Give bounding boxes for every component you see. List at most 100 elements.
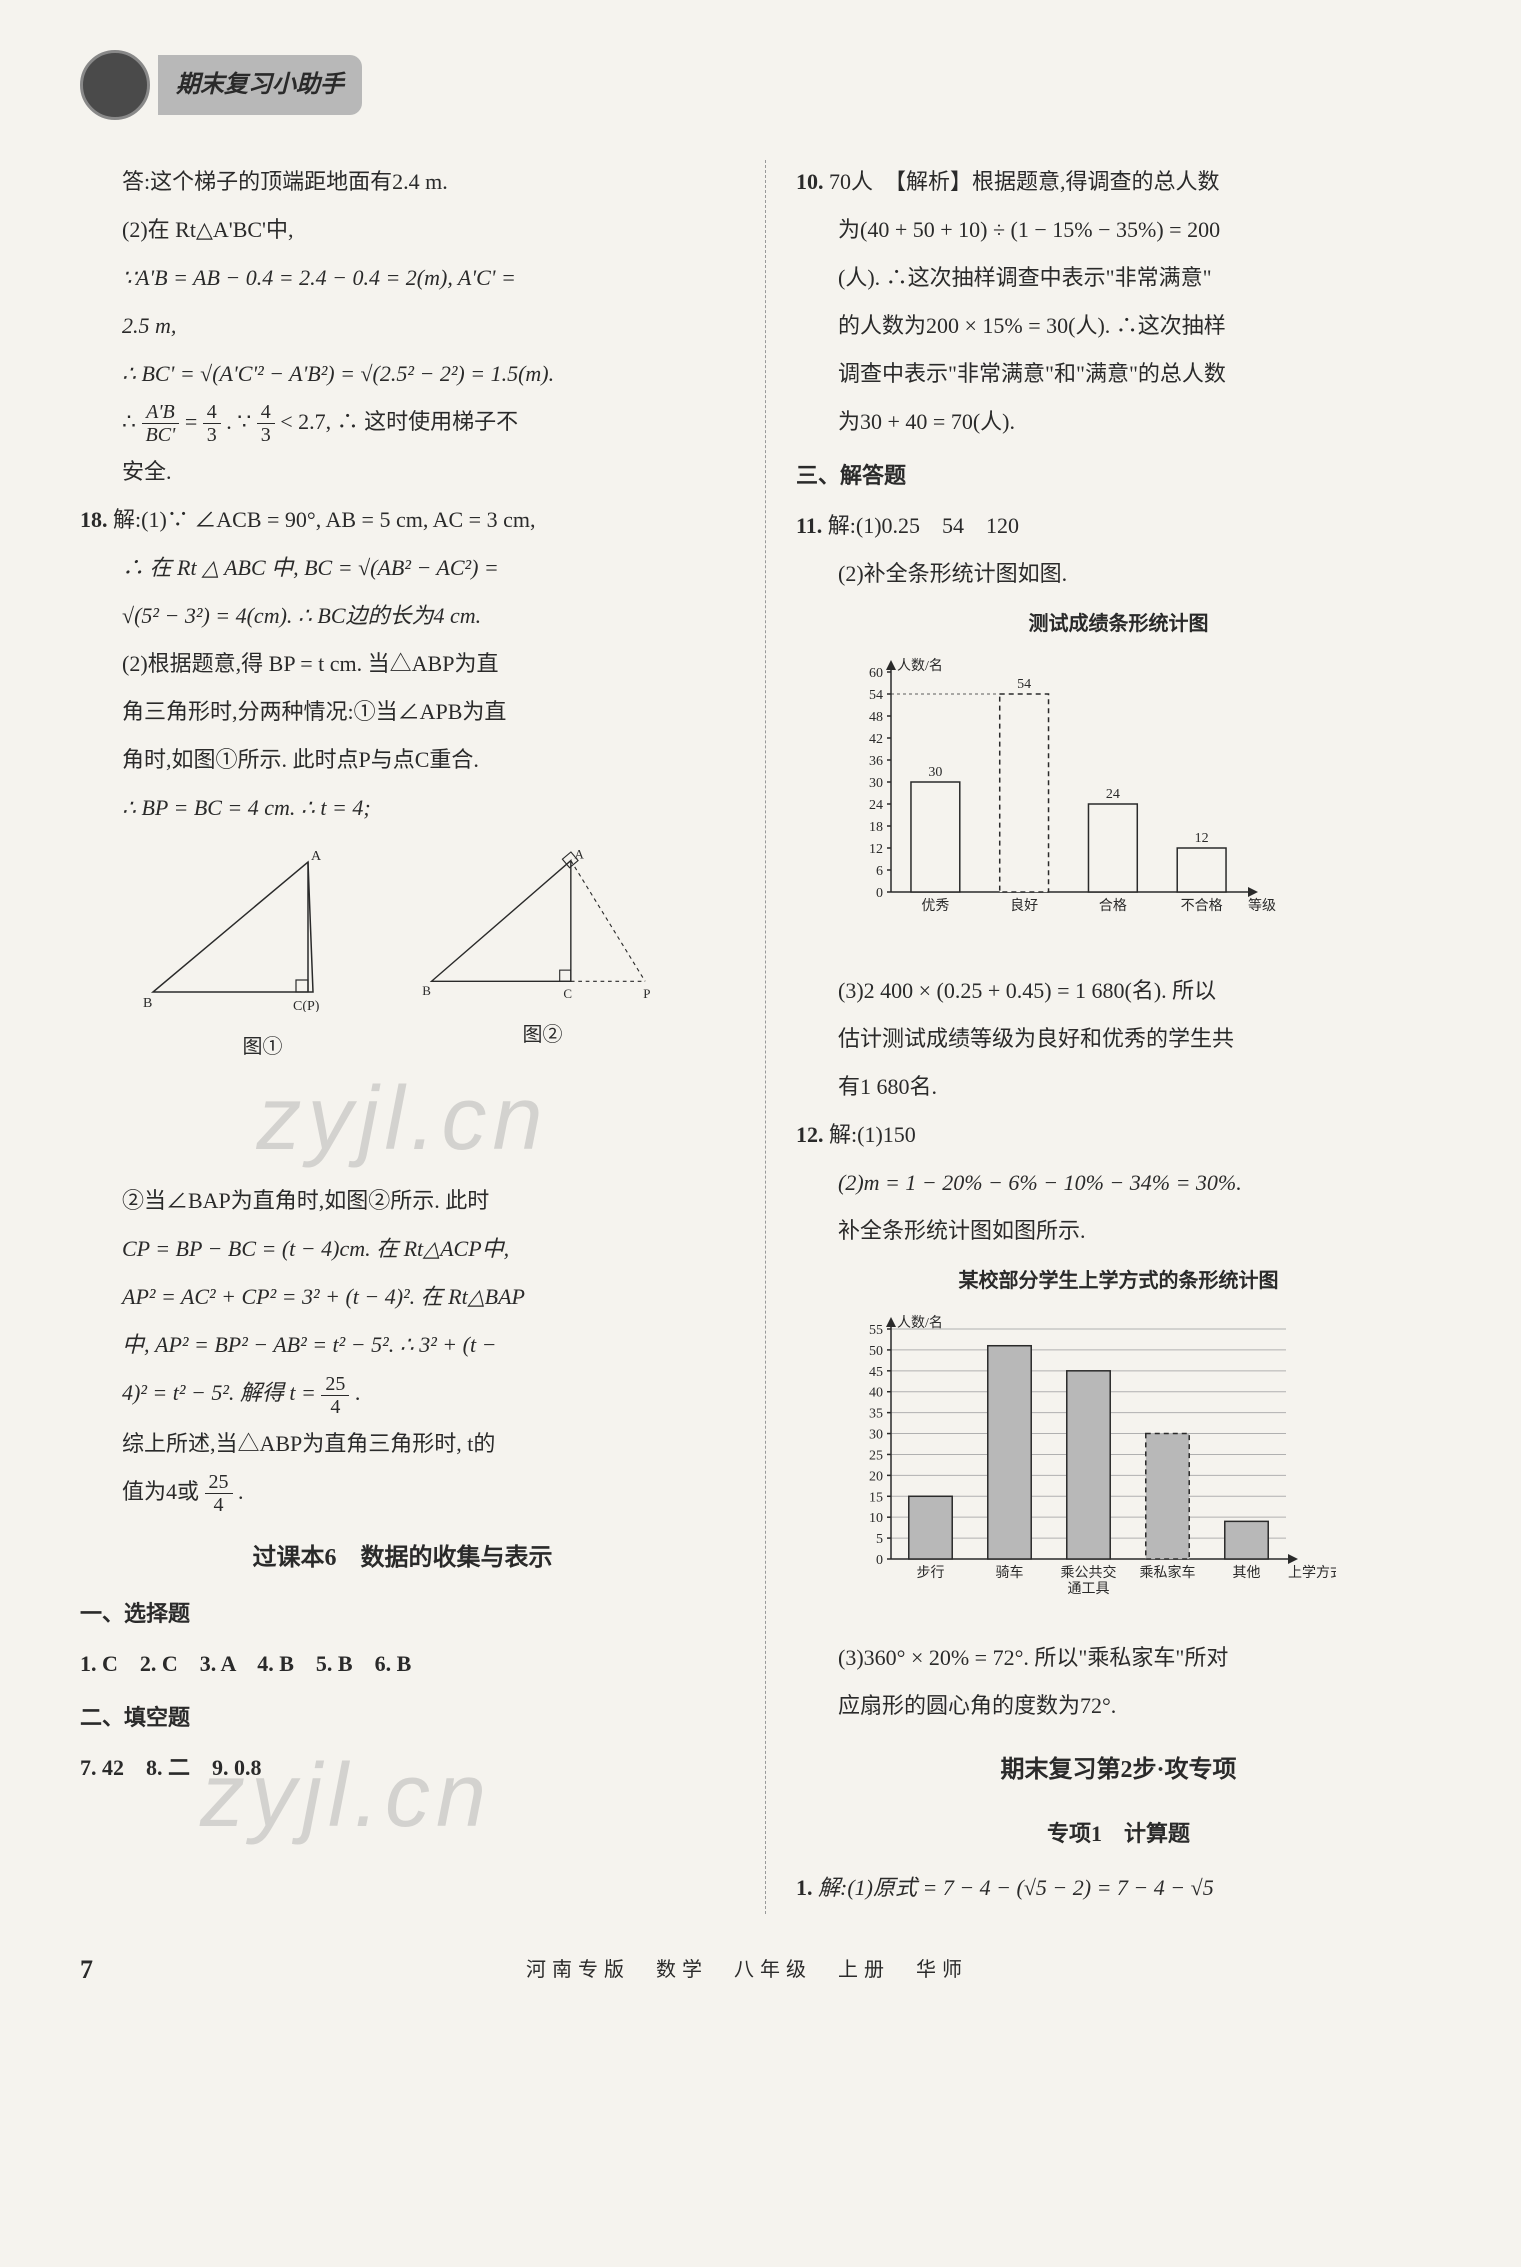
text: ∵A'B = AB − 0.4 = 2.4 − 0.4 = 2(m), A'C'… xyxy=(80,256,725,300)
mc-answers: 1. C 2. C 3. A 4. B 5. B 6. B xyxy=(80,1642,725,1686)
chart1: 06121824303642485460人数/名等级30优秀54良好24合格12… xyxy=(836,652,1441,957)
txt: . ∵ xyxy=(226,409,257,434)
txt: < 2.7, ∴ 这时使用梯子不 xyxy=(280,409,518,434)
fig2-label: 图② xyxy=(413,1015,673,1055)
text: ∴ BP = BC = 4 cm. ∴ t = 4; xyxy=(80,786,725,830)
heading: 二、填空题 xyxy=(80,1696,725,1740)
text: 角三角形时,分两种情况:①当∠APB为直 xyxy=(80,690,725,734)
left-column: 答:这个梯子的顶端距地面有2.4 m. (2)在 Rt△A'BC'中, ∵A'B… xyxy=(80,160,725,1914)
svg-text:上学方式: 上学方式 xyxy=(1288,1565,1336,1581)
txt: 解:(1)∵ ∠ACB = 90°, AB = 5 cm, AC = 3 cm, xyxy=(113,507,535,532)
q18: 18. 解:(1)∵ ∠ACB = 90°, AB = 5 cm, AC = 3… xyxy=(80,498,725,542)
text: √(5² − 3²) = 4(cm). ∴ BC边的长为4 cm. xyxy=(80,594,725,638)
footer-text: 河南专版 数学 八年级 上册 华师 xyxy=(93,1950,1401,1990)
svg-text:0: 0 xyxy=(876,1553,883,1568)
q11: 11. 解:(1)0.25 54 120 xyxy=(796,504,1441,548)
text: (3)2 400 × (0.25 + 0.45) = 1 680(名). 所以 xyxy=(796,969,1441,1013)
text: 补全条形统计图如图所示. xyxy=(796,1209,1441,1253)
svg-text:乘公共交: 乘公共交 xyxy=(1061,1564,1117,1581)
section-title: 期末复习第2步·攻专项 xyxy=(796,1746,1441,1794)
svg-text:A: A xyxy=(574,847,584,862)
text: 估计测试成绩等级为良好和优秀的学生共 xyxy=(796,1017,1441,1061)
svg-text:30: 30 xyxy=(869,776,883,791)
text: 为30 + 40 = 70(人). xyxy=(796,400,1441,444)
triangle-figures: A B C(P) 图① A B C P 图② xyxy=(80,842,725,1067)
text: ②当∠BAP为直角时,如图②所示. 此时 xyxy=(80,1179,725,1223)
svg-text:等级: 等级 xyxy=(1248,897,1276,914)
content-columns: 答:这个梯子的顶端距地面有2.4 m. (2)在 Rt△A'BC'中, ∵A'B… xyxy=(80,160,1441,1914)
svg-text:步行: 步行 xyxy=(917,1565,945,1581)
fill-answers: 7. 42 8. 二 9. 0.8 xyxy=(80,1746,725,1790)
heading: 一、选择题 xyxy=(80,1592,725,1636)
chart2-svg: 0510152025303540455055人数/名上学方式步行骑车乘公共交通工… xyxy=(836,1309,1336,1609)
q10: 10. 70人 【解析】根据题意,得调查的总人数 xyxy=(796,160,1441,204)
text: 2.5 m, xyxy=(80,304,725,348)
svg-text:30: 30 xyxy=(869,1428,883,1443)
fn: 25 xyxy=(205,1471,233,1494)
chart2: 0510152025303540455055人数/名上学方式步行骑车乘公共交通工… xyxy=(836,1309,1441,1624)
text: 调查中表示"非常满意"和"满意"的总人数 xyxy=(796,352,1441,396)
svg-text:30: 30 xyxy=(928,765,942,780)
svg-text:B: B xyxy=(422,984,431,999)
header-title: 期末复习小助手 xyxy=(158,55,362,115)
svg-text:54: 54 xyxy=(1017,677,1031,692)
text: (2)根据题意,得 BP = t cm. 当△ABP为直 xyxy=(80,642,725,686)
text: 值为4或 254 . xyxy=(80,1470,725,1516)
text: CP = BP − BC = (t − 4)cm. 在 Rt△ACP中, xyxy=(80,1227,725,1271)
fn: A'B xyxy=(142,401,180,424)
figure-2: A B C P 图② xyxy=(413,842,673,1067)
chart1-svg: 06121824303642485460人数/名等级30优秀54良好24合格12… xyxy=(836,652,1296,942)
txt: 4)² = t² − 5². 解得 t = xyxy=(122,1380,321,1405)
page-number: 7 xyxy=(80,1944,93,1996)
text: 应扇形的圆心角的度数为72°. xyxy=(796,1684,1441,1728)
qnum: 11. xyxy=(796,513,822,538)
svg-text:合格: 合格 xyxy=(1099,898,1127,914)
txt: ∴ xyxy=(122,409,142,434)
svg-text:12: 12 xyxy=(869,842,883,857)
svg-text:24: 24 xyxy=(869,798,883,813)
txt: 解:(1)0.25 54 120 xyxy=(828,513,1019,538)
svg-text:55: 55 xyxy=(869,1323,883,1338)
qnum: 1. xyxy=(796,1875,813,1900)
svg-text:C(P): C(P) xyxy=(293,999,320,1012)
txt: = xyxy=(185,409,203,434)
svg-text:10: 10 xyxy=(869,1511,883,1526)
triangle-1-svg: A B C(P) xyxy=(133,842,393,1012)
txt: 值为4或 xyxy=(122,1479,199,1504)
svg-text:36: 36 xyxy=(869,754,883,769)
q12: 12. 解:(1)150 xyxy=(796,1113,1441,1157)
svg-text:骑车: 骑车 xyxy=(996,1564,1024,1581)
svg-text:乘私家车: 乘私家车 xyxy=(1140,1564,1196,1581)
fd: 4 xyxy=(321,1396,349,1418)
svg-text:50: 50 xyxy=(869,1344,883,1359)
text: 综上所述,当△ABP为直角三角形时, t的 xyxy=(80,1422,725,1466)
text: 安全. xyxy=(80,450,725,494)
fd: 3 xyxy=(203,424,221,446)
svg-text:60: 60 xyxy=(869,666,883,681)
text: 中, AP² = BP² − AB² = t² − 5². ∴ 3² + (t … xyxy=(80,1323,725,1367)
section-title: 过课本6 数据的收集与表示 xyxy=(80,1534,725,1582)
text: AP² = AC² + CP² = 3² + (t − 4)². 在 Rt△BA… xyxy=(80,1275,725,1319)
svg-text:良好: 良好 xyxy=(1010,898,1038,914)
svg-text:6: 6 xyxy=(876,864,883,879)
text: (2)m = 1 − 20% − 6% − 10% − 34% = 30%. xyxy=(796,1161,1441,1205)
svg-text:0: 0 xyxy=(876,886,883,901)
svg-text:P: P xyxy=(643,986,650,1000)
text: ∴ BC' = √(A'C'² − A'B²) = √(2.5² − 2²) =… xyxy=(80,352,725,396)
svg-text:5: 5 xyxy=(876,1532,883,1547)
triangle-2-svg: A B C P xyxy=(413,842,673,1000)
text: 有1 680名. xyxy=(796,1065,1441,1109)
qnum: 10. xyxy=(796,169,824,194)
txt: 解:(1)150 xyxy=(829,1122,916,1147)
text: 的人数为200 × 15% = 30(人). ∴这次抽样 xyxy=(796,304,1441,348)
page-footer: 7 河南专版 数学 八年级 上册 华师 xyxy=(80,1944,1441,1996)
svg-text:15: 15 xyxy=(869,1490,883,1505)
svg-text:42: 42 xyxy=(869,732,883,747)
svg-text:C: C xyxy=(563,986,572,1000)
svg-text:45: 45 xyxy=(869,1365,883,1380)
text: 4)² = t² − 5². 解得 t = 254 . xyxy=(80,1371,725,1417)
fd: BC' xyxy=(142,424,180,446)
txt: 解:(1)原式 = 7 − 4 − (√5 − 2) = 7 − 4 − √5 xyxy=(818,1875,1214,1900)
svg-text:通工具: 通工具 xyxy=(1068,1581,1110,1597)
text: (人). ∴这次抽样调查中表示"非常满意" xyxy=(796,256,1441,300)
